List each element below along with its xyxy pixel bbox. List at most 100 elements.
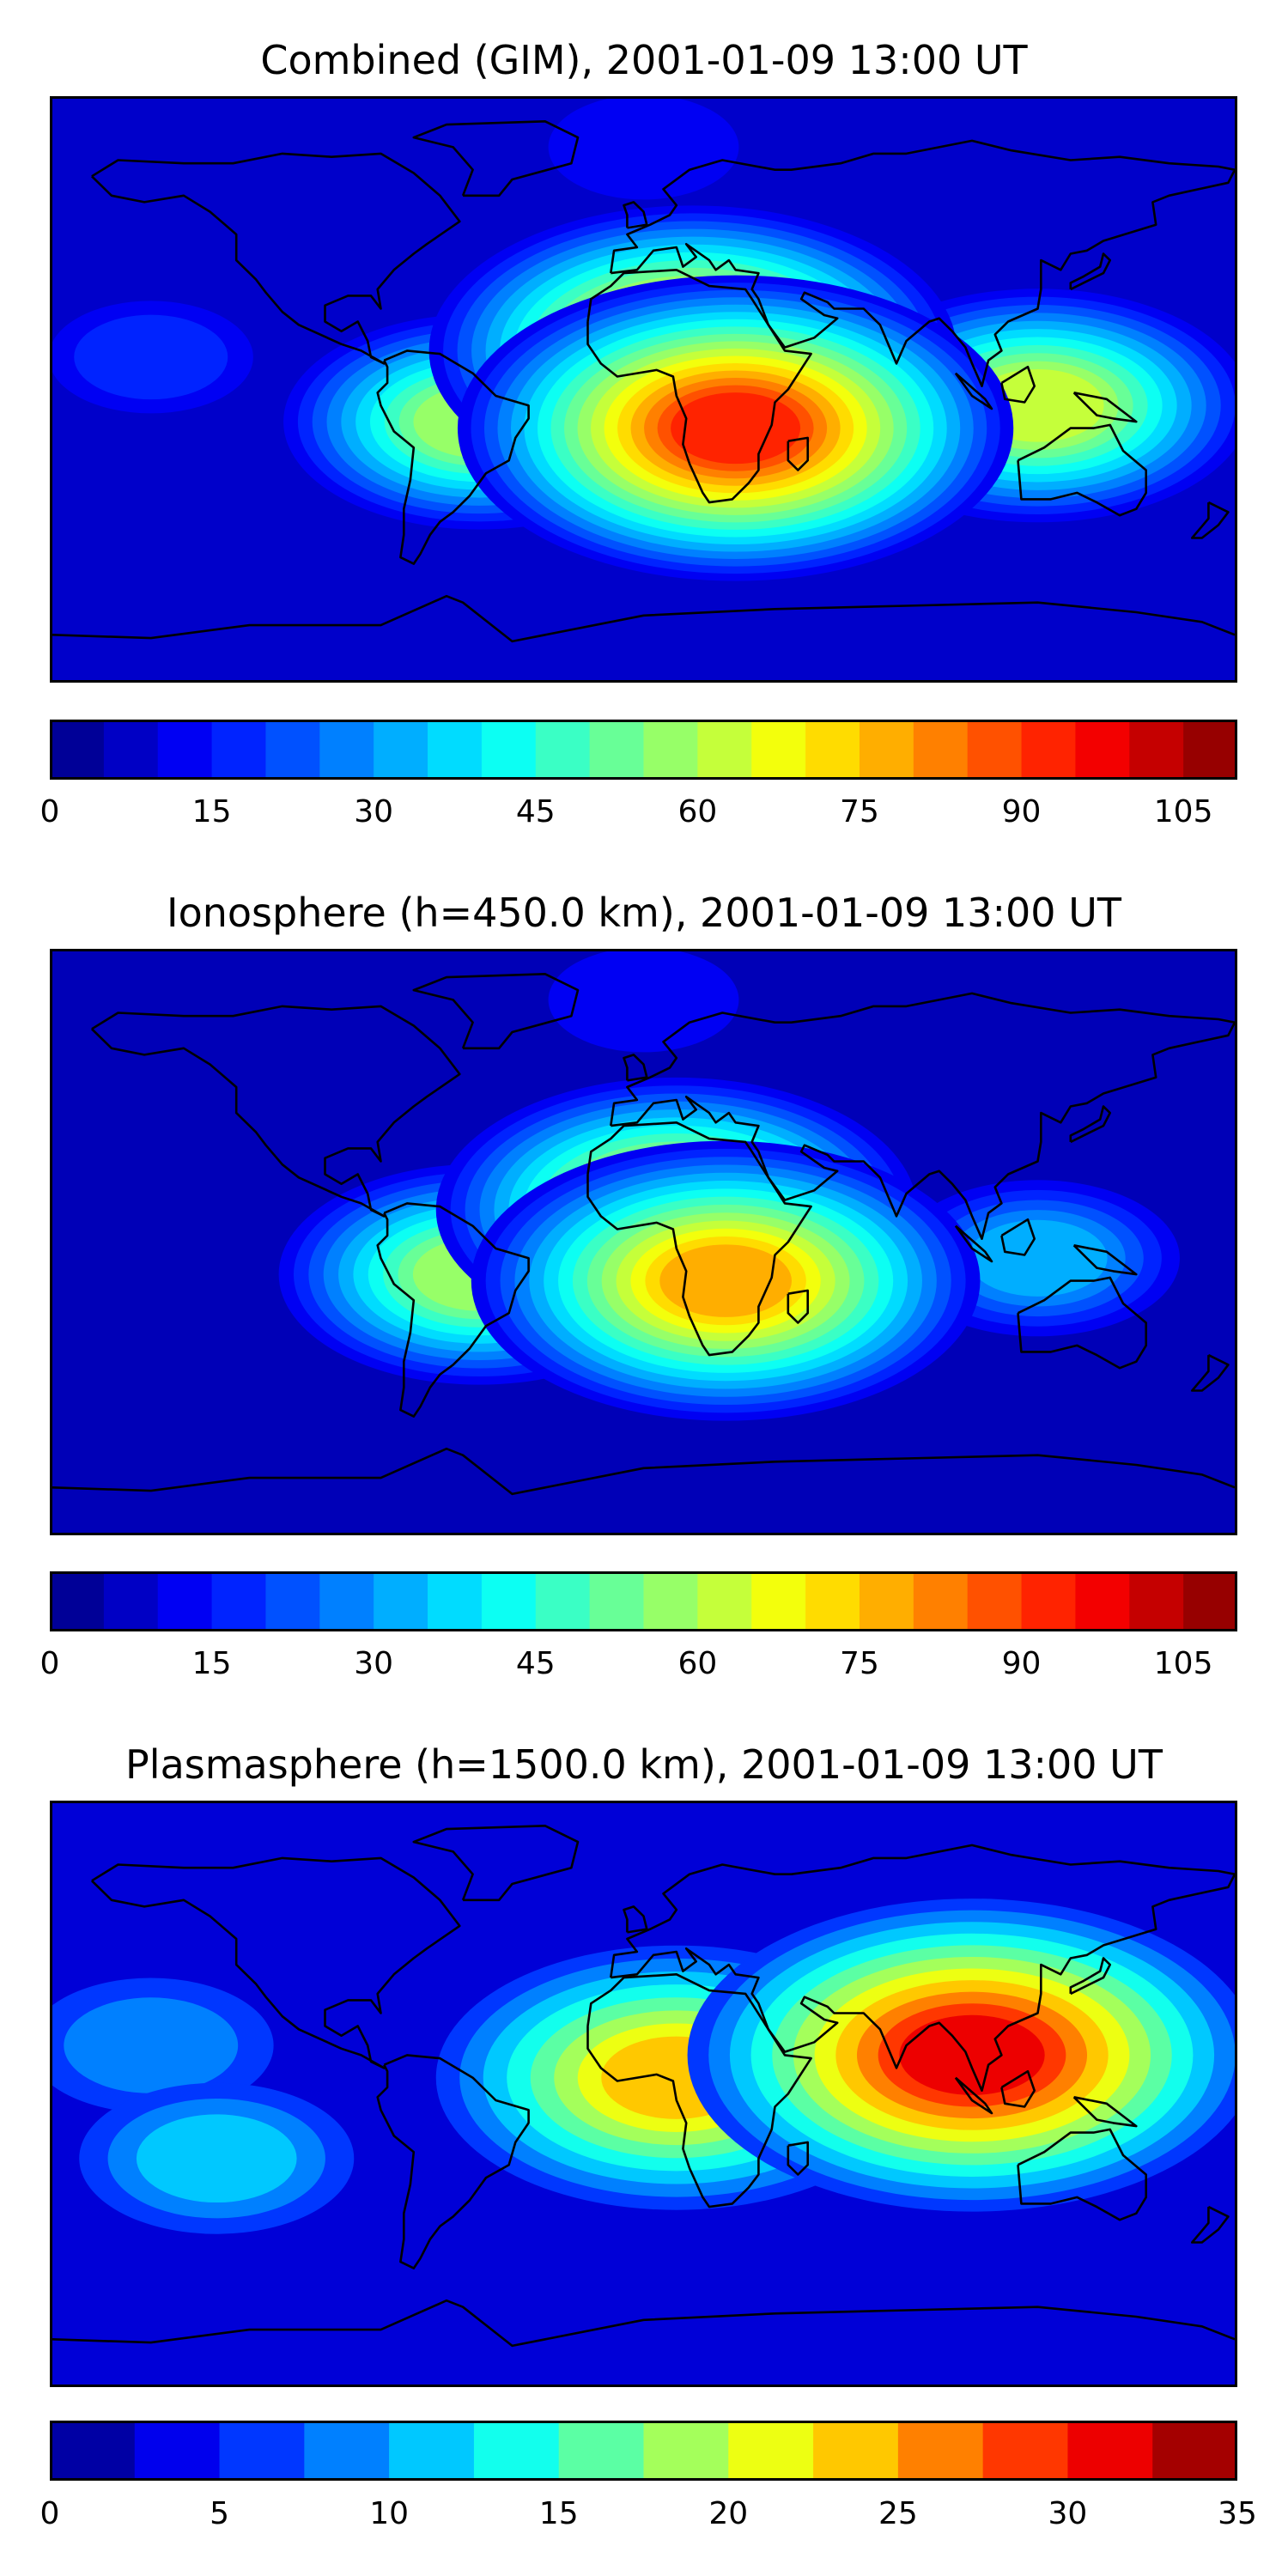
coastline — [1069, 1957, 1111, 1996]
panel-ionosphere: Ionosphere (h=450.0 km), 2001-01-09 13:0… — [40, 890, 1238, 1689]
colorbar-segment — [374, 1571, 428, 1631]
colorbar-segment — [103, 1571, 159, 1631]
coastline — [1191, 2205, 1230, 2244]
colorbar-segment — [1183, 1571, 1238, 1631]
coastline — [1017, 1276, 1147, 1370]
coastline — [376, 2054, 530, 2269]
colorbar-segment — [265, 1571, 320, 1631]
panel-combined: Combined (GIM), 2001-01-09 13:00 UT 0 15 3… — [0, 0, 1288, 859]
colorbar-tick-label: 30 — [1048, 2496, 1088, 2531]
colorbar-tick-label: 105 — [1153, 794, 1213, 829]
colorbar-segment — [1067, 2421, 1153, 2481]
colorbar-tick-label: 5 — [210, 2496, 230, 2531]
coastline — [412, 1825, 580, 1902]
colorbar — [49, 2421, 1238, 2481]
colorbar-segment — [751, 1571, 806, 1631]
colorbar-tick-label: 75 — [840, 1646, 879, 1681]
map-plot — [50, 1801, 1237, 2387]
colorbar-segment — [1021, 1571, 1076, 1631]
contour-level — [671, 392, 801, 465]
coastline — [1072, 1244, 1138, 1276]
colorbar-segment — [1075, 1571, 1130, 1631]
colorbar-segment — [535, 720, 591, 780]
colorbar-tick-label: 90 — [1001, 794, 1042, 829]
colorbar-tick-label: 0 — [39, 794, 60, 829]
colorbar-segment — [982, 2421, 1068, 2481]
coastline — [90, 1005, 461, 1218]
colorbar-segment — [211, 1571, 266, 1631]
colorbar-segment — [473, 2421, 560, 2481]
colorbar-segment — [265, 720, 320, 780]
coastline — [1000, 365, 1036, 404]
colorbar-tick-label: 45 — [515, 794, 556, 829]
colorbar-border — [50, 2421, 1237, 2481]
colorbar-segment — [697, 720, 752, 780]
colorbar-segment — [813, 2421, 899, 2481]
colorbar-segment — [967, 720, 1023, 780]
colorbar-tick-label: 25 — [878, 2496, 918, 2531]
colorbar-segment — [50, 720, 105, 780]
coastline — [954, 372, 993, 410]
colorbar-segment — [50, 1571, 105, 1631]
contour-level — [548, 99, 739, 200]
colorbar-segment — [481, 1571, 537, 1631]
colorbar-ticks: 0 15 30 45 60 75 90 105 — [40, 1646, 1237, 1689]
colorbar-tick-label: 10 — [369, 2496, 410, 2531]
colorbar-segment — [103, 720, 159, 780]
coastline — [90, 1856, 461, 2069]
colorbar-segment — [428, 720, 483, 780]
colorbar-segment — [374, 720, 428, 780]
contour-level — [136, 2114, 297, 2203]
colorbar-segment — [211, 720, 266, 780]
colorbar-tick-label: 75 — [840, 794, 879, 829]
colorbar-border — [50, 1571, 1237, 1631]
colorbar-segment — [913, 1571, 969, 1631]
contour-level — [548, 951, 739, 1053]
colorbar — [49, 1571, 1238, 1631]
map-plot — [50, 96, 1237, 683]
coastline — [376, 349, 530, 565]
coastline — [610, 1844, 1235, 2092]
colorbar-tick-label: 30 — [354, 794, 394, 829]
colorbar-tick-label: 105 — [1153, 1646, 1213, 1681]
colorbar-segment — [428, 1571, 483, 1631]
coastline — [1017, 2128, 1147, 2221]
colorbar-segment — [697, 1571, 752, 1631]
colorbar-segment — [157, 720, 213, 780]
colorbar-segment — [1183, 720, 1238, 780]
coastline — [1017, 423, 1147, 517]
colorbar-segment — [157, 1571, 213, 1631]
colorbar-tick-label: 60 — [677, 1646, 718, 1681]
coastline — [52, 594, 1235, 643]
coastline — [586, 1973, 812, 2208]
coastline — [412, 120, 580, 197]
coastline — [954, 1224, 993, 1263]
colorbar-segment — [1129, 1571, 1184, 1631]
coastline — [787, 1289, 809, 1324]
coastline — [954, 2076, 993, 2115]
coastline — [1000, 2069, 1036, 2108]
colorbar-segment — [134, 2421, 221, 2481]
coastline — [412, 973, 580, 1050]
colorbar-segment — [728, 2421, 814, 2481]
coastline — [1069, 1105, 1111, 1144]
colorbar-tick-label: 90 — [1001, 1646, 1042, 1681]
colorbar-segment — [805, 1571, 860, 1631]
colorbar-ticks: 0 15 30 45 60 75 90 105 — [40, 794, 1237, 837]
colorbar-segment — [967, 1571, 1023, 1631]
coastline — [90, 152, 461, 365]
colorbar-segment — [1021, 720, 1076, 780]
colorbar-segment — [1152, 2421, 1238, 2481]
colorbar-segment — [805, 720, 860, 780]
colorbar-segment — [481, 720, 537, 780]
contour-level — [659, 1244, 793, 1317]
colorbar-tick-label: 15 — [191, 1646, 232, 1681]
coastline — [52, 2299, 1235, 2348]
colorbar-segment — [1075, 720, 1130, 780]
colorbar-segment — [535, 1571, 591, 1631]
colorbar-segment — [643, 1571, 698, 1631]
coastline — [52, 1447, 1235, 1496]
coastline — [610, 992, 1235, 1240]
colorbar-ticks: 0 5 10 15 20 25 30 35 — [40, 2496, 1257, 2539]
colorbar-tick-label: 15 — [191, 794, 232, 829]
